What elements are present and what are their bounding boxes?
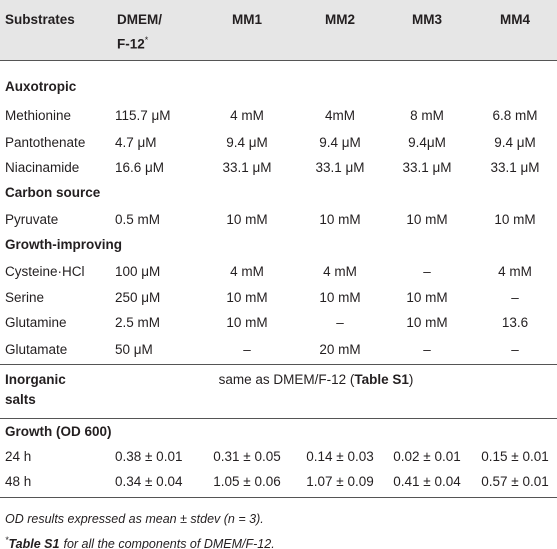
header-cell: Substrates [5, 12, 75, 27]
cell: 0.02 ± 0.01 [393, 449, 461, 464]
section-title: salts [5, 392, 36, 407]
cell: 0.31 ± 0.05 [213, 449, 281, 464]
cell: 13.6 [501, 315, 529, 330]
cell: – [243, 342, 251, 357]
cell: 0.14 ± 0.03 [306, 449, 374, 464]
cell: 0.57 ± 0.01 [481, 474, 549, 489]
section-title: Inorganic [5, 372, 66, 387]
section-title: Growth-improving [5, 237, 122, 252]
cell: 16.6 μM [115, 160, 165, 175]
cell: 10 mM [226, 290, 268, 305]
cell: 4 mM [230, 264, 264, 279]
header-cell: F-12* [117, 35, 149, 52]
row-label: Serine [5, 290, 45, 305]
header-cell: MM2 [325, 12, 355, 27]
header-cell: MM1 [232, 12, 262, 27]
cell: – [423, 264, 431, 279]
cell: 10 mM [226, 212, 268, 227]
row-label: Pantothenate [5, 135, 86, 150]
footnote-part: * [5, 535, 9, 545]
cell: 9.4 μM [226, 135, 268, 150]
cell: – [336, 315, 344, 330]
cell: 4 mM [230, 108, 264, 123]
cell: 33.1 μM [402, 160, 452, 175]
section-title: Carbon source [5, 185, 101, 200]
cell: 10 mM [406, 290, 448, 305]
section-title: Growth (OD 600) [5, 424, 112, 439]
cell: 10 mM [406, 212, 448, 227]
row-label: Glutamine [5, 315, 67, 330]
cell: 33.1 μM [222, 160, 272, 175]
footnote-part: for all the components of DMEM/F-12. [63, 537, 275, 549]
note-part: same as DMEM/F-12 ( [218, 372, 355, 387]
cell: 9.4 μM [319, 135, 361, 150]
cell: 0.15 ± 0.01 [481, 449, 549, 464]
cell: 4 mM [323, 264, 357, 279]
header-cell: MM4 [500, 12, 530, 27]
row-label: Cysteine·HCl [5, 264, 85, 279]
cell: 0.38 ± 0.01 [115, 449, 183, 464]
cell: 0.41 ± 0.04 [393, 474, 461, 489]
cell: 10 mM [494, 212, 536, 227]
cell: 100 μM [115, 264, 161, 279]
rule [0, 60, 557, 61]
footnote-part: OD results expressed as mean ± stdev (n … [5, 512, 264, 526]
row-label: 24 h [5, 449, 32, 464]
cell: 4mM [325, 108, 355, 123]
cell: 9.4 μM [494, 135, 536, 150]
note: same as DMEM/F-12 (Table S1) [186, 370, 446, 390]
cell: 0.34 ± 0.04 [115, 474, 183, 489]
cell: – [511, 342, 519, 357]
section-title: Auxotropic [5, 79, 77, 94]
header-cell: DMEM/ [117, 12, 162, 27]
cell: – [511, 290, 519, 305]
cell: 4.7 μM [115, 135, 157, 150]
row-label: Methionine [5, 108, 72, 123]
cell: 250 μM [115, 290, 161, 305]
cell: 10 mM [406, 315, 448, 330]
footnote: OD results expressed as mean ± stdev (n … [5, 509, 264, 529]
cell: 0.5 mM [115, 212, 161, 227]
row-label: Niacinamide [5, 160, 80, 175]
footnote: *Table S1 for all the components of DMEM/… [5, 530, 275, 549]
cell: 2.5 mM [115, 315, 161, 330]
cell: 10 mM [319, 212, 361, 227]
cell: 8 mM [410, 108, 444, 123]
row-label: Glutamate [5, 342, 68, 357]
cell: 4 mM [498, 264, 532, 279]
cell: 115.7 μM [115, 108, 171, 123]
header-background [0, 0, 557, 60]
row-label: Pyruvate [5, 212, 59, 227]
note-part: ) [408, 372, 414, 387]
cell: 33.1 μM [315, 160, 365, 175]
cell: 9.4μM [408, 135, 446, 150]
cell: 50 μM [115, 342, 153, 357]
note-part: Table S1 [354, 372, 409, 387]
rule [0, 418, 557, 419]
header-cell: MM3 [412, 12, 442, 27]
cell: – [423, 342, 431, 357]
cell: 10 mM [319, 290, 361, 305]
cell: 33.1 μM [490, 160, 540, 175]
footnote-part: Table S1 [8, 537, 60, 549]
cell: 20 mM [319, 342, 361, 357]
rule [0, 364, 557, 365]
row-label: 48 h [5, 474, 32, 489]
footnote-mark: * [144, 35, 149, 45]
rule [0, 497, 557, 498]
cell: 1.07 ± 0.09 [306, 474, 374, 489]
cell: 1.05 ± 0.06 [213, 474, 281, 489]
cell: 6.8 mM [492, 108, 538, 123]
cell: 10 mM [226, 315, 268, 330]
